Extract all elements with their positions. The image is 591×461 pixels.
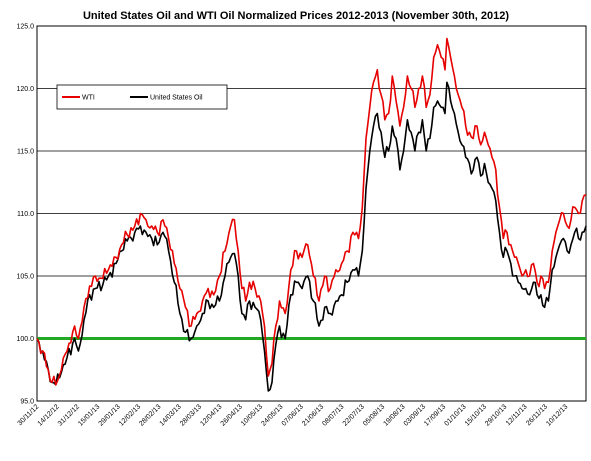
legend: WTI United States Oil xyxy=(56,84,228,110)
x-tick-label: 29/10/13 xyxy=(484,403,508,427)
series-lines xyxy=(36,37,587,392)
y-tick-label: 105.0 xyxy=(16,274,34,281)
y-axis-tick-labels: 95.0 100.0 105.0 110.0 115.0 120.0 125.0 xyxy=(16,24,34,406)
legend-label-united-states-oil: United States Oil xyxy=(150,95,203,102)
series-line-united-states-oil xyxy=(36,81,587,392)
y-tick-label: 125.0 xyxy=(16,24,34,31)
series-line-wti xyxy=(36,37,587,386)
legend-label-wti: WTI xyxy=(82,95,95,102)
x-tick-label: 10/12/13 xyxy=(545,403,569,427)
chart-title: United States Oil and WTI Oil Normalized… xyxy=(83,10,509,22)
y-tick-label: 115.0 xyxy=(17,149,34,156)
y-tick-label: 95.0 xyxy=(20,399,34,406)
x-axis-tick-labels: 30/11/1214/12/1231/12/1215/01/1329/01/13… xyxy=(17,403,570,427)
y-tick-label: 110.0 xyxy=(17,211,34,218)
y-tick-label: 120.0 xyxy=(16,86,34,93)
y-tick-label: 100.0 xyxy=(16,336,34,343)
